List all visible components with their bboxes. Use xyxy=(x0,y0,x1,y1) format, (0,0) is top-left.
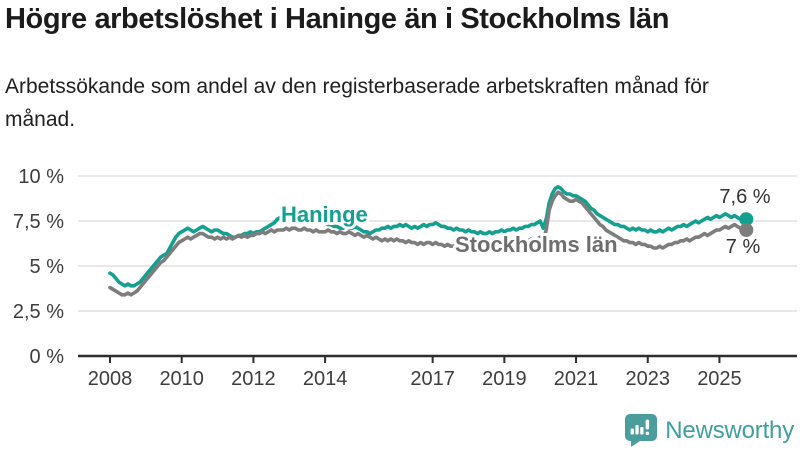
x-axis: 2008 2010 2012 2014 2017 2019 2021 2023 2025 xyxy=(88,356,742,390)
x-tick-label: 2017 xyxy=(410,368,455,390)
brand-footer: Newsworthy xyxy=(625,414,794,447)
end-dot-haninge xyxy=(739,212,754,227)
x-tick-label: 2010 xyxy=(159,368,204,390)
series-label-stockholms-lan: Stockholms län xyxy=(455,232,618,257)
x-tick-label: 2012 xyxy=(231,368,276,390)
x-tick-label: 2021 xyxy=(554,368,599,390)
series-line-haninge xyxy=(108,185,749,288)
latest-value-dots xyxy=(739,212,754,237)
x-tick-label: 2025 xyxy=(697,368,742,390)
end-value-label-haninge: 7,6 % xyxy=(719,186,770,208)
newsworthy-logo-icon xyxy=(625,414,658,447)
y-tick-label: 5 % xyxy=(30,256,65,278)
chart-title: Högre arbetslöshet i Haninge än i Stockh… xyxy=(5,3,670,35)
brand-name: Newsworthy xyxy=(665,416,794,444)
x-tick-label: 2014 xyxy=(303,368,348,390)
y-tick-label: 10 % xyxy=(18,166,64,188)
end-dot-stockholms-lan xyxy=(739,223,754,237)
x-tick-label: 2019 xyxy=(482,368,527,390)
chart-subtitle: Arbetssökande som andel av den registerb… xyxy=(5,75,709,131)
x-tick-label: 2008 xyxy=(88,368,133,390)
series-line-stockholms-lan xyxy=(108,190,749,297)
y-tick-label: 0 % xyxy=(30,346,65,368)
gridlines xyxy=(78,175,797,358)
series-label-haninge: Haninge xyxy=(281,202,368,227)
series-lines xyxy=(108,185,749,297)
y-tick-label: 7,5 % xyxy=(13,211,64,233)
x-tick-label: 2023 xyxy=(626,368,671,390)
y-tick-label: 2,5 % xyxy=(13,301,64,323)
y-axis-tick-labels: 0 % 2,5 % 5 % 7,5 % 10 % xyxy=(13,166,64,368)
end-value-label-stockholms-lan: 7 % xyxy=(726,236,761,258)
